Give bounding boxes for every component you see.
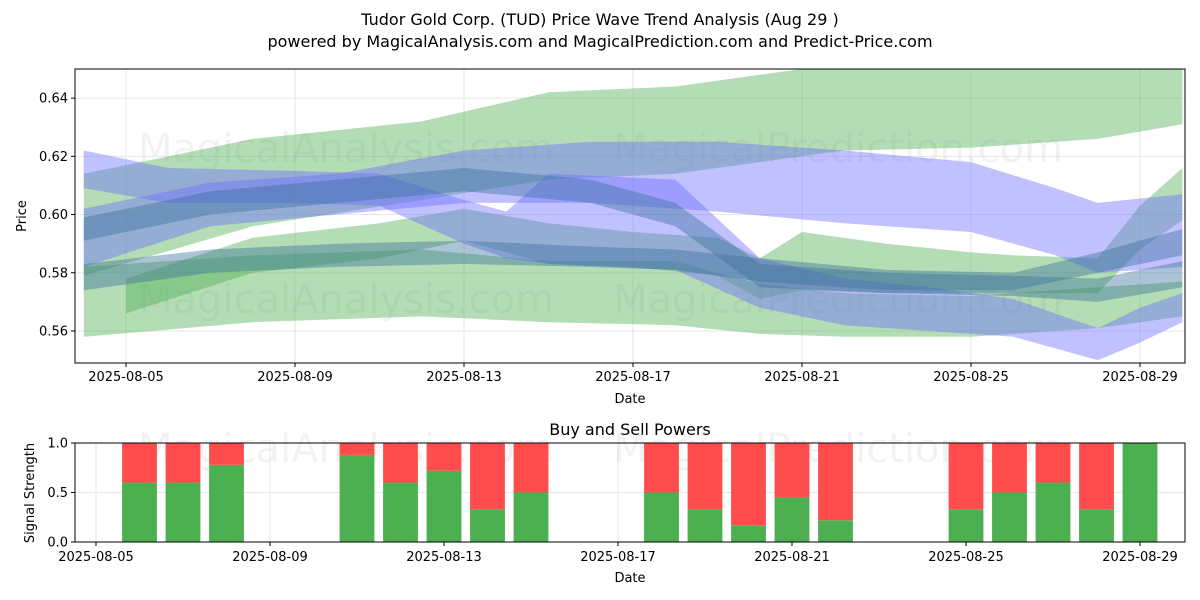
buy-power-bar: [992, 492, 1027, 542]
power-x-ticks: 2025-08-05 2025-08-09 2025-08-13 2025-08-17…: [58, 542, 1178, 565]
price-band-blue-wave-upper: [83, 141, 1183, 273]
price-x-axis-label: Date: [614, 392, 645, 407]
power-x-tick-label: 2025-08-25: [928, 550, 1004, 565]
watermark-mid-left: MagicalAnalysis.com: [138, 277, 554, 323]
power-x-tick-label: 2025-08-13: [406, 550, 482, 565]
buy-power-bar: [470, 509, 505, 542]
buy-power-bar: [818, 520, 853, 542]
price-band-green-wave-lower: [83, 249, 1183, 337]
sell-power-bar: [470, 443, 505, 510]
sell-power-bar: [1035, 443, 1071, 483]
price-y-axis-label: Price: [15, 200, 30, 232]
sell-power-bar: [1079, 443, 1114, 510]
buy-power-bar: [948, 509, 984, 542]
price-x-tick-label: 2025-08-09: [257, 370, 333, 385]
buy-power-bar: [1079, 509, 1114, 542]
sell-power-bar: [426, 443, 462, 471]
power-bars: [122, 443, 1158, 542]
buy-power-bar: [165, 482, 201, 542]
price-y-ticks: 0.56 0.58 0.60 0.62 0.64: [39, 92, 75, 339]
buy-power-bar: [1035, 482, 1071, 542]
sell-power-bar: [818, 443, 853, 521]
price-band-green-wave-mid: [126, 168, 1183, 314]
sell-power-bar: [731, 443, 766, 526]
buy-sell-power-plot: Buy and Sell Powers MagicalAnalysis.com …: [23, 420, 1186, 586]
buy-power-bar: [339, 454, 375, 542]
price-band-blue-wave-lower: [83, 150, 1183, 361]
sell-power-bar: [687, 443, 723, 510]
price-y-tick-label: 0.56: [39, 324, 68, 339]
watermark-top-right: MagicalPrediction.com: [613, 126, 1063, 172]
power-x-tick-label: 2025-08-21: [754, 550, 830, 565]
price-x-ticks: 2025-08-05 2025-08-09 2025-08-13 2025-08-17…: [88, 363, 1178, 385]
sell-power-bar: [165, 443, 201, 483]
power-y-tick-label: 0.5: [47, 486, 68, 501]
power-chart-title: Buy and Sell Powers: [549, 420, 711, 439]
power-y-axis-label: Signal Strength: [23, 443, 38, 543]
price-band-steel-wave-2: [83, 229, 1183, 291]
price-grid: [75, 69, 1185, 363]
sell-power-bar: [209, 443, 244, 465]
buy-power-bar: [644, 492, 679, 542]
power-x-tick-label: 2025-08-05: [58, 550, 134, 565]
buy-power-bar: [731, 525, 766, 542]
chart-subtitle: powered by MagicalAnalysis.com and Magic…: [267, 32, 932, 51]
sell-power-bar: [339, 443, 375, 455]
price-x-tick-label: 2025-08-21: [764, 370, 840, 385]
price-wave-plot: MagicalAnalysis.com MagicalPrediction.co…: [15, 68, 1186, 407]
price-x-tick-label: 2025-08-13: [426, 370, 502, 385]
power-y-tick-label: 0.0: [47, 536, 68, 551]
buy-power-bar: [122, 482, 157, 542]
sell-power-bar: [948, 443, 984, 510]
price-y-tick-label: 0.60: [39, 208, 68, 223]
power-y-ticks: 0.0 0.5 1.0: [47, 437, 75, 551]
buy-power-bar: [209, 464, 244, 542]
sell-power-bar: [644, 443, 679, 493]
power-y-tick-label: 1.0: [47, 437, 68, 452]
chart-title: Tudor Gold Corp. (TUD) Price Wave Trend …: [360, 10, 838, 29]
buy-power-bar: [383, 482, 418, 542]
buy-power-bar: [1122, 443, 1158, 542]
power-x-tick-label: 2025-08-09: [232, 550, 308, 565]
price-y-tick-label: 0.62: [39, 150, 68, 165]
price-x-tick-label: 2025-08-29: [1102, 370, 1178, 385]
watermark-mid-right: MagicalPrediction.com: [613, 277, 1063, 323]
price-plot-frame: [74, 68, 1186, 364]
sell-power-bar: [992, 443, 1027, 493]
price-x-tick-label: 2025-08-25: [933, 370, 1009, 385]
price-x-tick-label: 2025-08-05: [88, 370, 164, 385]
sell-power-bar: [383, 443, 418, 483]
buy-power-bar: [513, 492, 549, 542]
price-y-tick-label: 0.64: [39, 92, 68, 107]
buy-power-bar: [774, 497, 810, 542]
buy-power-bar: [426, 470, 462, 542]
price-band-green-wave-upper: [83, 69, 1183, 276]
power-x-axis-label: Date: [614, 571, 645, 586]
sell-power-bar: [513, 443, 549, 493]
power-x-tick-label: 2025-08-17: [580, 550, 656, 565]
price-plot-area: [75, 69, 1185, 363]
sell-power-bar: [122, 443, 157, 483]
price-wave-bands: [83, 69, 1183, 361]
price-x-tick-label: 2025-08-17: [595, 370, 671, 385]
price-band-group: [83, 69, 1183, 361]
watermark-top-left: MagicalAnalysis.com: [138, 126, 554, 172]
buy-power-bar: [687, 509, 723, 542]
price-y-tick-label: 0.58: [39, 266, 68, 281]
power-x-tick-label: 2025-08-29: [1102, 550, 1178, 565]
sell-power-bar: [774, 443, 810, 498]
price-band-steel-wave-1: [83, 168, 1183, 302]
